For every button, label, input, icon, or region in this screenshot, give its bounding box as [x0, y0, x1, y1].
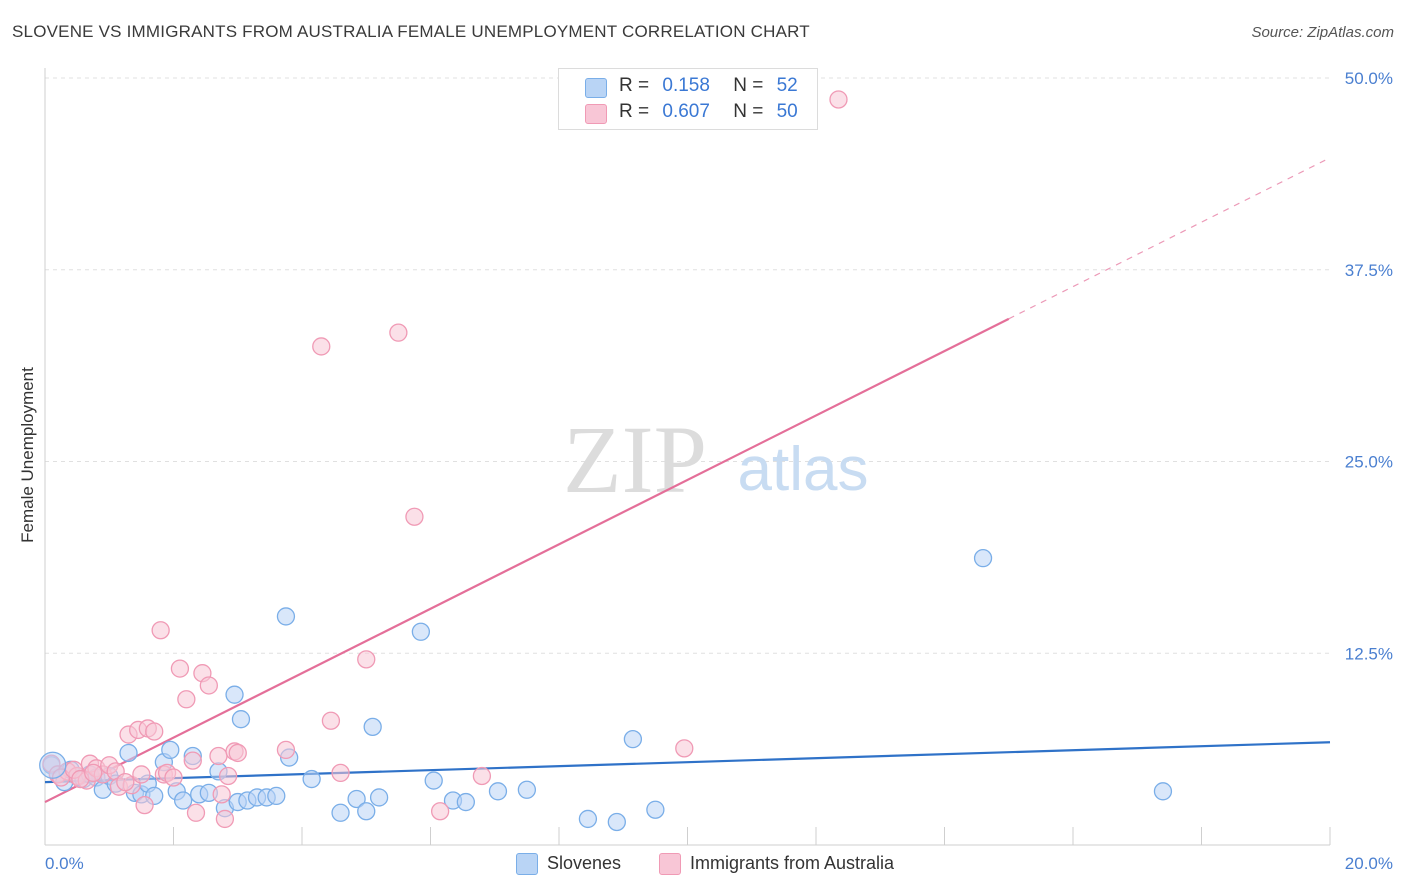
r-value: 0.607 [662, 101, 710, 122]
chart-source: Source: ZipAtlas.com [1251, 24, 1394, 41]
legend-label-slovenes: Slovenes [547, 853, 622, 873]
watermark: ZIP atlas [563, 406, 868, 513]
point-slovenes [369, 788, 389, 807]
point-australia [228, 743, 247, 763]
point-slovenes [119, 743, 138, 763]
point-slovenes [973, 548, 993, 568]
point-australia [164, 768, 183, 787]
legend-swatch-slovenes [516, 853, 538, 875]
y-tick-label: 25.0% [1345, 453, 1393, 472]
point-slovenes [267, 786, 286, 806]
point-australia [472, 766, 492, 786]
y-tick-label: 37.5% [1345, 261, 1393, 280]
legend-swatch-australia [659, 853, 681, 875]
watermark-zip: ZIP [563, 406, 707, 513]
legend-swatch-slovenes [585, 78, 607, 98]
point-slovenes [357, 802, 376, 821]
point-slovenes [276, 607, 296, 626]
x-tick-label: 20.0% [1345, 854, 1393, 873]
point-australia [186, 803, 206, 822]
tick-labels: 12.5% 25.0% 37.5% 50.0% 0.0% 20.0% [45, 69, 1393, 873]
point-slovenes [646, 800, 665, 819]
point-australia [135, 795, 154, 815]
point-slovenes [488, 782, 508, 801]
point-australia [312, 337, 331, 356]
point-slovenes [173, 791, 193, 810]
point-australia [209, 746, 228, 766]
legend-swatch-australia [585, 104, 607, 124]
x-tick-label: 0.0% [45, 854, 84, 873]
point-slovenes [347, 789, 366, 809]
point-slovenes [607, 812, 626, 832]
point-australia [183, 751, 202, 770]
point-australia [170, 659, 190, 678]
point-australia [116, 772, 135, 792]
point-slovenes [161, 740, 180, 760]
n-label: N = [733, 101, 764, 122]
axes [44, 68, 1331, 846]
point-australia [675, 739, 694, 758]
point-slovenes [363, 717, 382, 737]
y-tick-label: 12.5% [1345, 644, 1393, 663]
point-australia [331, 763, 350, 783]
n-label: N = [733, 75, 764, 96]
point-australia [405, 507, 424, 526]
point-slovenes [231, 710, 251, 729]
point-australia [132, 765, 151, 784]
point-slovenes [424, 771, 443, 790]
n-value: 52 [776, 75, 798, 96]
n-value: 50 [776, 101, 798, 122]
point-australia [151, 621, 170, 640]
trend-line-slovenes [44, 741, 1331, 784]
trend-line-australia [44, 317, 1010, 804]
point-slovenes [1153, 782, 1173, 801]
data-points [39, 90, 1173, 832]
point-australia [430, 802, 450, 821]
point-slovenes [578, 809, 598, 829]
trend-line-extension-australia [1008, 157, 1331, 320]
point-slovenes [225, 685, 244, 704]
point-australia [212, 785, 231, 804]
point-australia [276, 740, 296, 760]
point-slovenes [456, 792, 475, 812]
point-slovenes [623, 730, 643, 749]
point-australia [389, 323, 408, 342]
point-slovenes [331, 803, 350, 822]
r-label: R = [619, 101, 650, 122]
point-australia [215, 809, 235, 829]
point-australia [321, 711, 341, 730]
gridlines [45, 77, 1330, 654]
r-label: R = [619, 75, 650, 96]
stats-legend: R = 0.158 N = 52 R = 0.607 N = 50 [558, 68, 818, 130]
point-slovenes [517, 780, 537, 799]
point-australia [177, 690, 196, 709]
point-australia [218, 766, 238, 786]
point-slovenes [302, 769, 321, 789]
y-tick-label: 50.0% [1345, 69, 1393, 88]
legend-label-australia: Immigrants from Australia [690, 853, 895, 873]
point-australia [357, 650, 376, 669]
trend-lines [44, 157, 1331, 804]
point-australia [84, 763, 103, 783]
point-australia [199, 676, 218, 695]
r-value: 0.158 [662, 75, 710, 96]
chart-title: SLOVENE VS IMMIGRANTS FROM AUSTRALIA FEM… [12, 22, 810, 41]
point-slovenes [411, 622, 431, 641]
point-australia [145, 722, 164, 741]
point-cluster-origin [39, 751, 67, 779]
point-australia [829, 90, 848, 109]
watermark-atlas: atlas [738, 435, 869, 504]
